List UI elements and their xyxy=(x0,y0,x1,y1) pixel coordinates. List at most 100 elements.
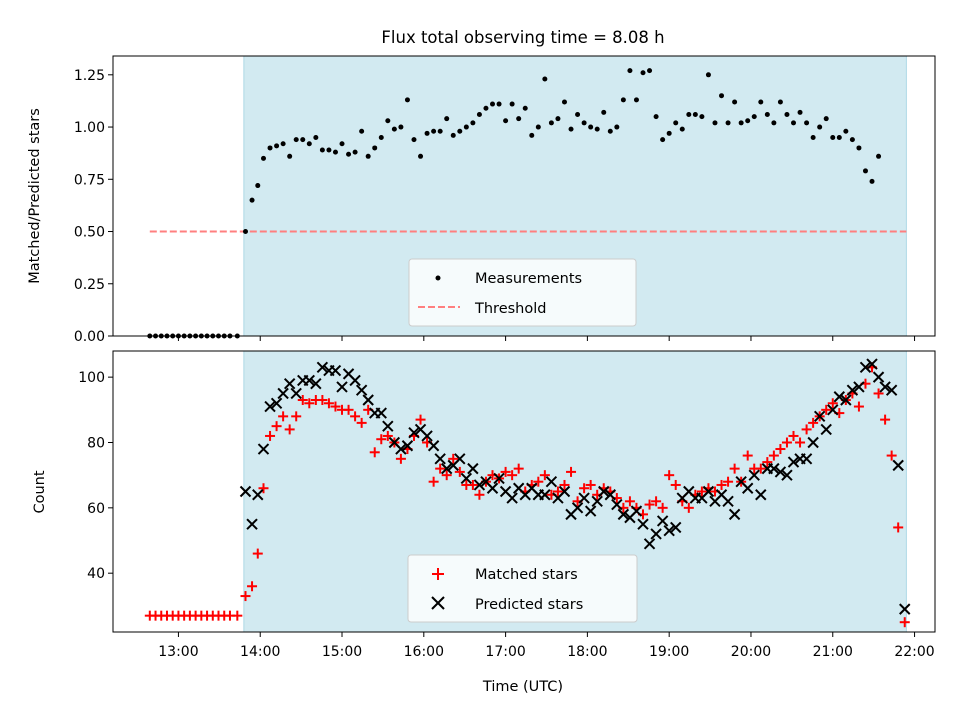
predicted-point xyxy=(329,364,342,377)
x-tick-label: 20:00 xyxy=(731,644,771,660)
matched-point xyxy=(369,447,380,458)
predicted-point xyxy=(486,482,499,494)
matched-point xyxy=(821,404,832,415)
measurement-point xyxy=(346,151,352,157)
measurement-point xyxy=(313,134,319,140)
measurement-point xyxy=(738,120,744,126)
matched-point xyxy=(323,398,334,409)
matched-point xyxy=(252,548,263,559)
measurement-point xyxy=(424,130,430,136)
matched-point xyxy=(435,463,446,474)
measurement-point xyxy=(339,141,345,147)
count-panel: 40 60 80 100 13:00 14:00 15:00 16:00 17:00 18:00 1… xyxy=(78,350,936,660)
matched-point xyxy=(552,486,563,497)
matched-point xyxy=(624,496,635,507)
matched-point xyxy=(755,463,766,474)
predicted-point xyxy=(441,462,453,475)
predicted-point xyxy=(813,410,826,423)
y-tick-label: 100 xyxy=(78,370,105,386)
measurement-point xyxy=(751,114,757,120)
measurement-point xyxy=(431,128,437,134)
predicted-point xyxy=(539,489,551,501)
measurement-point xyxy=(719,93,725,99)
predicted-point xyxy=(604,489,616,501)
measurement-point xyxy=(849,137,855,143)
predicted-point xyxy=(395,443,407,455)
predicted-point xyxy=(239,485,252,498)
measurement-point xyxy=(758,99,764,105)
measurement-point xyxy=(791,120,797,126)
x-tick-label: 14:00 xyxy=(240,644,280,660)
measurement-point xyxy=(372,145,378,151)
measurement-point xyxy=(496,101,502,107)
matched-point xyxy=(579,483,590,494)
predicted-point xyxy=(800,453,813,465)
y-tick-label: 40 xyxy=(87,566,105,582)
matched-point xyxy=(670,479,681,490)
predicted-point xyxy=(637,518,649,530)
predicted-point xyxy=(611,498,623,511)
predicted-point xyxy=(454,453,466,465)
measurement-point xyxy=(836,134,842,140)
x-tick-label: 21:00 xyxy=(813,644,853,660)
predicted-point xyxy=(840,394,852,406)
measurement-point xyxy=(771,120,777,126)
matched-point xyxy=(467,479,478,490)
matched-point xyxy=(350,411,361,422)
predicted-point xyxy=(807,436,819,449)
matched-point xyxy=(247,581,258,592)
predicted-point xyxy=(892,459,904,472)
measurement-point xyxy=(620,97,626,103)
predicted-point xyxy=(545,475,558,488)
measurement-point xyxy=(673,120,679,126)
measurement-point xyxy=(542,76,548,82)
matched-point xyxy=(297,395,308,406)
legend-matched-marker xyxy=(432,568,444,580)
matched-point xyxy=(853,401,864,412)
predicted-point xyxy=(473,479,486,491)
x-tick-label: 19:00 xyxy=(649,644,689,660)
matched-point xyxy=(343,404,354,415)
predicted-point xyxy=(270,397,283,409)
predicted-point xyxy=(663,525,675,537)
matched-point xyxy=(271,421,282,432)
matched-point xyxy=(795,437,806,448)
measurement-point xyxy=(391,126,397,132)
predicted-point xyxy=(584,505,597,517)
measurement-point xyxy=(633,97,639,103)
ylabel-count: Count xyxy=(32,470,48,513)
predicted-point xyxy=(879,381,891,393)
measurement-point xyxy=(293,137,299,143)
measurement-point xyxy=(243,229,249,235)
measurement-point xyxy=(869,178,875,184)
measurement-point xyxy=(660,137,666,143)
measurement-point xyxy=(385,118,391,124)
measurement-point xyxy=(594,126,600,132)
measurement-point xyxy=(470,120,476,126)
matched-point xyxy=(742,450,753,461)
measurement-point xyxy=(876,153,882,159)
y-tick-label: 0.50 xyxy=(74,225,105,241)
measurement-point xyxy=(862,168,868,174)
predicted-point xyxy=(355,384,368,396)
measurement-point xyxy=(476,112,482,118)
predicted-point xyxy=(421,430,433,442)
matched-point xyxy=(664,470,675,481)
matched-point xyxy=(395,453,406,464)
predicted-point xyxy=(748,469,760,481)
ylabel-ratio: Matched/Predicted stars xyxy=(27,108,43,284)
y-tick-label: 1.25 xyxy=(74,68,105,84)
matched-point xyxy=(507,470,518,481)
matched-point xyxy=(716,479,727,490)
predicted-point xyxy=(375,407,387,419)
matched-point xyxy=(376,434,387,445)
predicted-point xyxy=(643,538,656,550)
predicted-point xyxy=(899,603,911,615)
matched-point xyxy=(232,610,243,621)
predicted-point xyxy=(591,495,603,508)
measurement-point xyxy=(581,120,587,126)
measurement-point xyxy=(352,149,358,155)
y-tick-label: 0.25 xyxy=(74,277,105,293)
predicted-point xyxy=(578,492,590,504)
matched-point xyxy=(304,398,315,409)
